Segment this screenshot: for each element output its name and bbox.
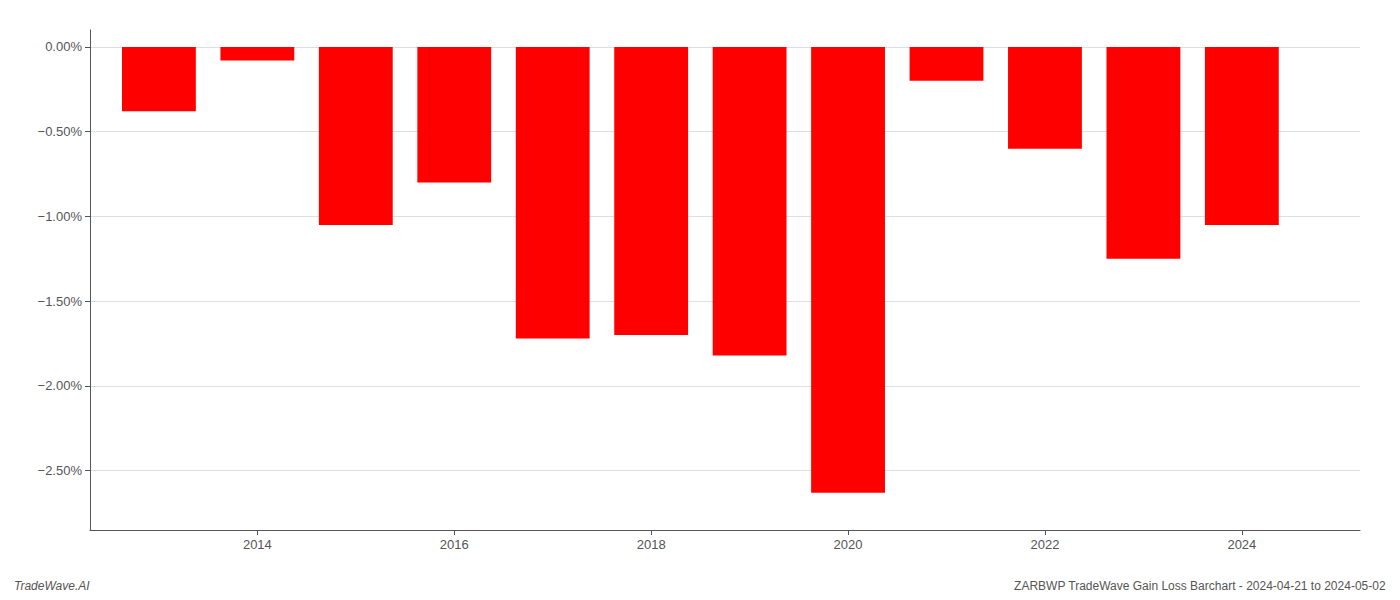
svg-text:2018: 2018 (637, 537, 666, 552)
svg-text:−0.50%: −0.50% (38, 124, 83, 139)
svg-text:−1.00%: −1.00% (38, 209, 83, 224)
svg-text:2014: 2014 (243, 537, 272, 552)
svg-text:−1.50%: −1.50% (38, 294, 83, 309)
svg-text:2020: 2020 (834, 537, 863, 552)
svg-text:2024: 2024 (1227, 537, 1256, 552)
svg-text:ZARBWP TradeWave Gain Loss Bar: ZARBWP TradeWave Gain Loss Barchart - 20… (1014, 579, 1386, 593)
svg-text:2016: 2016 (440, 537, 469, 552)
svg-text:TradeWave.AI: TradeWave.AI (14, 579, 90, 593)
svg-text:2022: 2022 (1031, 537, 1060, 552)
svg-text:0.00%: 0.00% (45, 39, 82, 54)
svg-text:−2.50%: −2.50% (38, 463, 83, 478)
svg-text:−2.00%: −2.00% (38, 378, 83, 393)
